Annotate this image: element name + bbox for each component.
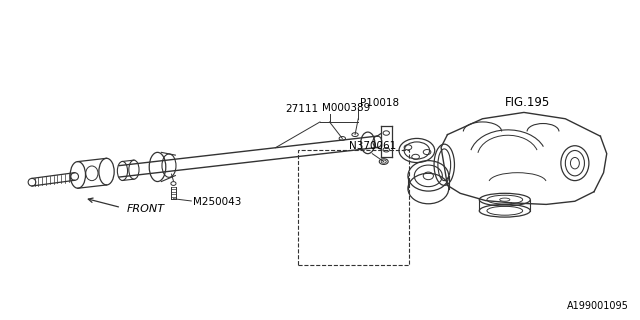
Text: M000389: M000389 [322,103,370,113]
Text: P10018: P10018 [360,98,399,108]
Text: FRONT: FRONT [127,204,165,213]
Text: FIG.195: FIG.195 [505,96,550,109]
Text: N370061: N370061 [349,141,396,151]
Text: 27111: 27111 [285,104,318,114]
Text: A199001095: A199001095 [567,301,629,311]
Text: M250043: M250043 [193,197,241,207]
Bar [298,150,409,265]
